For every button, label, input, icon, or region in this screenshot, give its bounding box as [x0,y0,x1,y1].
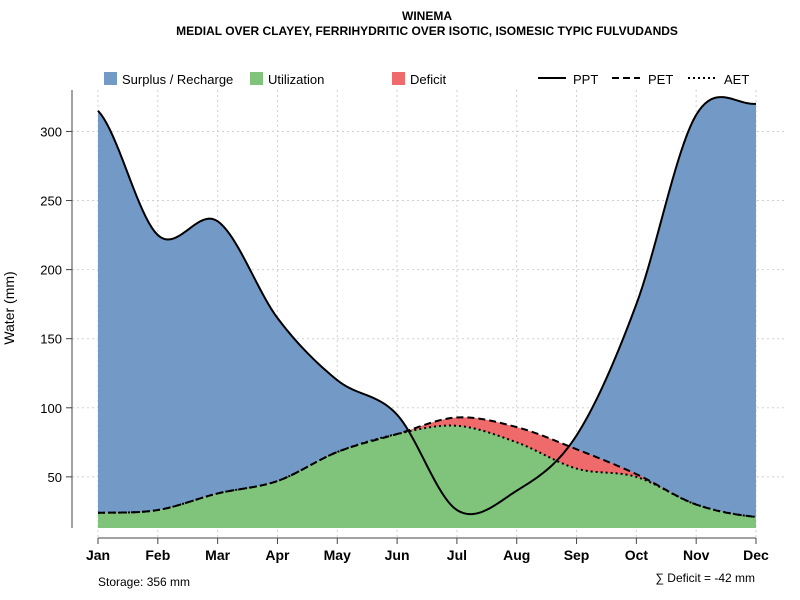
y-tick-label-300: 300 [40,124,62,139]
x-tick-label-may: May [324,547,351,563]
x-tick-label-jun: Jun [385,547,410,563]
legend-label-deficit: Deficit [410,72,447,87]
area-fills [98,97,756,528]
deficit-note: ∑ Deficit = -42 mm [655,571,755,585]
axes: 50 100 150 200 250 300 Jan Feb Mar Apr May Jun Jul Au… [40,90,769,563]
y-tick-label-100: 100 [40,401,62,416]
storage-note: Storage: 356 mm [98,575,190,589]
y-tick-label-150: 150 [40,332,62,347]
x-tick-label-feb: Feb [145,547,170,563]
legend-swatch-deficit [392,72,405,85]
ppt-line [97,96,757,516]
legend-label-surplus: Surplus / Recharge [122,72,233,87]
x-tick-label-apr: Apr [265,547,290,563]
legend-swatch-utilization [250,72,263,85]
legend-label-ppt: PPT [573,72,598,87]
x-tick-label-jul: Jul [447,547,467,563]
legend: Surplus / Recharge Utilization Deficit P… [104,72,749,87]
y-tick-label-250: 250 [40,194,62,209]
utilization-area [98,425,756,528]
y-tick-label-50: 50 [48,470,62,485]
surplus-recharge-area [98,97,756,528]
legend-label-utilization: Utilization [268,72,324,87]
legend-swatch-surplus [104,72,117,85]
x-tick-label-aug: Aug [503,547,530,563]
x-tick-label-sep: Sep [564,547,590,563]
x-tick-label-nov: Nov [683,547,710,563]
x-tick-label-oct: Oct [625,547,649,563]
y-tick-label-200: 200 [40,263,62,278]
x-tick-label-mar: Mar [205,547,230,563]
legend-label-pet: PET [648,72,673,87]
legend-label-aet: AET [724,72,749,87]
pet-line [97,416,757,518]
chart-subtitle: MEDIAL OVER CLAYEY, FERRIHYDRITIC OVER I… [176,24,678,38]
chart-title: WINEMA [402,9,452,23]
x-tick-label-dec: Dec [743,547,769,563]
series-lines [97,96,757,518]
y-axis-label: Water (mm) [1,271,17,344]
x-tick-label-jan: Jan [86,547,110,563]
